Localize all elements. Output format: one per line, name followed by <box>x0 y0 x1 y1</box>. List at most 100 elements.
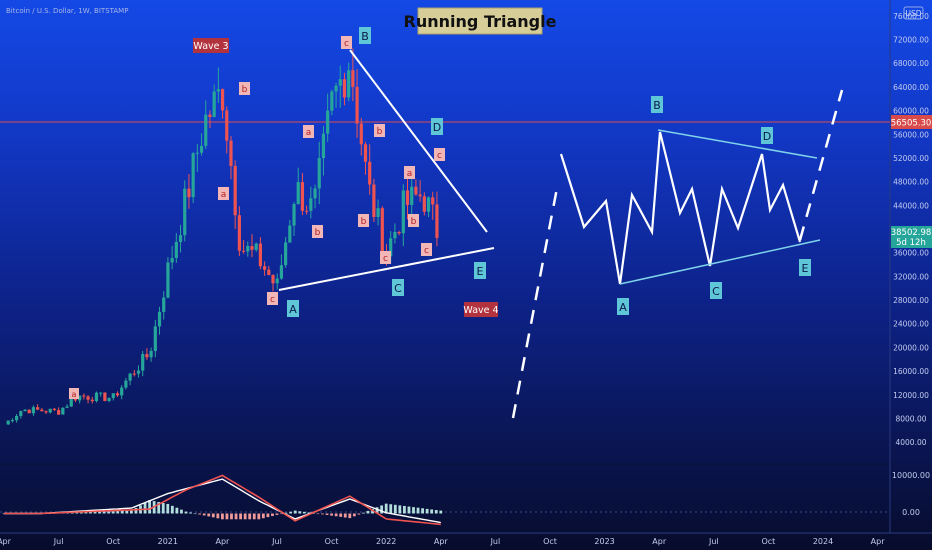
time-tick-label: Apr <box>652 537 667 546</box>
triangle-right-B[interactable]: B <box>651 96 663 113</box>
triangle-right-C[interactable]: C <box>710 282 722 299</box>
svg-text:C: C <box>712 285 720 298</box>
candle <box>372 178 376 223</box>
candle <box>36 404 40 411</box>
histogram-bar <box>312 513 315 514</box>
candle <box>6 420 10 425</box>
projection-lower-trendline[interactable] <box>619 239 821 285</box>
candle <box>355 69 359 139</box>
triangle-left-E[interactable]: E <box>474 262 486 279</box>
candle <box>300 173 305 216</box>
wave3-badge[interactable] <box>193 38 229 53</box>
candle <box>405 178 410 220</box>
candle <box>216 67 220 104</box>
triangle-left-B[interactable]: B <box>359 27 371 44</box>
price-tick-label: 52000.00 <box>893 154 929 163</box>
candle <box>65 404 69 409</box>
candle <box>187 174 191 209</box>
histogram-bar <box>284 512 288 514</box>
histogram-bar <box>384 503 388 514</box>
candle-label[interactable]: c <box>434 148 445 161</box>
price-tick-label: 68000.00 <box>893 59 929 68</box>
triangle-upper-trendline[interactable] <box>349 49 488 233</box>
candle <box>57 407 61 415</box>
indicator-tick-10000: 10000.00 <box>892 471 930 480</box>
projection-dashed-right[interactable] <box>798 89 844 241</box>
signal-line <box>4 474 441 526</box>
time-tick-label: Apr <box>434 537 449 546</box>
candle-label[interactable]: c <box>380 251 391 264</box>
wave4-badge[interactable] <box>464 302 498 317</box>
candle-label[interactable]: b <box>312 225 323 238</box>
time-tick-label: Oct <box>761 537 775 546</box>
histogram-bar <box>421 508 424 514</box>
title-box[interactable] <box>417 7 543 35</box>
price-tick-label: 4000.00 <box>895 438 926 447</box>
candle <box>69 397 73 407</box>
triangle-right-E[interactable]: E <box>799 259 811 276</box>
histogram-bar <box>116 511 120 514</box>
projection-upper-trendline[interactable] <box>657 129 818 159</box>
histogram-bar <box>257 513 261 520</box>
svg-text:B: B <box>361 30 369 43</box>
candle <box>410 179 414 219</box>
histogram-bar <box>293 510 297 514</box>
histogram-bar <box>271 513 274 517</box>
candle-label[interactable]: b <box>358 214 369 227</box>
time-tick-label: Apr <box>871 537 886 546</box>
price-tick-label: 56000.00 <box>893 130 929 139</box>
histogram-bar <box>325 513 329 515</box>
histogram-bar <box>198 513 202 515</box>
triangle-right-A[interactable]: A <box>617 298 629 315</box>
candle <box>313 184 317 209</box>
candle-label[interactable]: c <box>267 292 278 305</box>
currency-badge[interactable] <box>903 6 924 20</box>
candle <box>321 126 326 176</box>
svg-text:b: b <box>377 127 383 137</box>
candle <box>124 377 128 390</box>
candle-label[interactable]: b <box>408 214 419 227</box>
price-tick-label: 24000.00 <box>893 320 929 329</box>
price-axis[interactable]: 76000.00 72000.00 68000.00 64000.00 60000.00… <box>893 12 929 447</box>
triangle-left-D[interactable]: D <box>431 118 443 135</box>
histogram-bar <box>330 513 333 516</box>
time-tick-label: 2022 <box>376 537 396 546</box>
candle-label[interactable]: c <box>341 36 352 49</box>
histogram-bar <box>134 507 138 514</box>
candle-label[interactable]: b <box>239 82 250 95</box>
triangle-left-C[interactable]: C <box>392 279 404 296</box>
triangle-lower-trendline[interactable] <box>278 247 495 291</box>
svg-text:a: a <box>407 169 413 179</box>
triangle-right-D[interactable]: D <box>761 127 773 144</box>
triangle-left-A[interactable]: A <box>287 300 299 317</box>
candle <box>305 205 309 215</box>
histogram-bar <box>170 505 174 514</box>
candle-label[interactable]: a <box>303 125 314 138</box>
candle <box>212 84 216 118</box>
histogram-bar <box>130 510 133 514</box>
histogram-bar <box>89 511 92 514</box>
price-tick-label: 20000.00 <box>893 343 929 352</box>
svg-text:A: A <box>289 303 297 316</box>
candle-label[interactable]: b <box>374 124 385 137</box>
projection-dashed-left[interactable] <box>511 187 559 419</box>
projection-zigzag[interactable] <box>559 131 802 285</box>
candle-label[interactable]: c <box>421 243 432 256</box>
candle-label[interactable]: a <box>218 187 229 200</box>
candle <box>393 223 397 244</box>
histogram-bar <box>184 511 188 514</box>
svg-text:E: E <box>802 262 809 275</box>
candle <box>162 291 166 320</box>
candle-label[interactable]: a <box>404 166 415 179</box>
candle-label[interactable]: a <box>69 388 79 399</box>
time-axis[interactable]: Apr Jul Oct 2021 Apr Jul Oct 2022 Apr Jul Oct 2023 A… <box>0 537 885 546</box>
candle <box>48 408 52 414</box>
histogram-bar <box>316 513 320 515</box>
histogram-bar <box>280 513 283 515</box>
svg-text:C: C <box>394 282 402 295</box>
candle <box>10 418 15 423</box>
triangle-right-labels: B D A C E <box>617 96 811 315</box>
resistance-price-label: 56505.30 <box>891 119 932 129</box>
